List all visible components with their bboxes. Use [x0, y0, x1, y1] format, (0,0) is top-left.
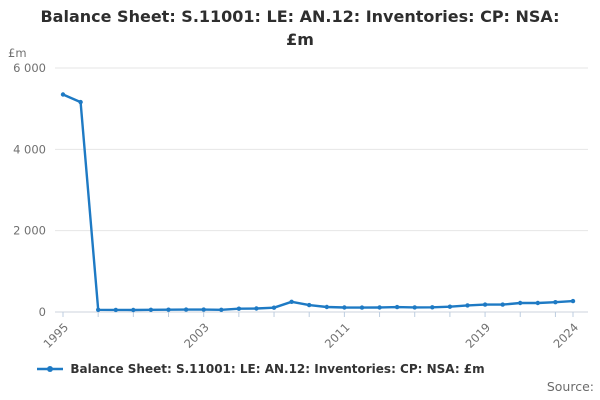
- data-point-marker[interactable]: [201, 307, 206, 312]
- data-point-marker[interactable]: [518, 300, 523, 306]
- x-tick-label: 2011: [322, 320, 353, 351]
- x-tick-label: 2024: [551, 320, 582, 351]
- data-point-marker[interactable]: [553, 300, 558, 305]
- data-point-marker[interactable]: [78, 99, 83, 105]
- data-point-marker[interactable]: [447, 304, 453, 309]
- series-line[interactable]: [61, 93, 575, 312]
- y-axis-unit-label: £m: [8, 46, 27, 60]
- data-point-marker[interactable]: [465, 303, 470, 308]
- data-point-marker[interactable]: [430, 305, 435, 310]
- data-point-marker[interactable]: [500, 302, 505, 307]
- legend[interactable]: Balance Sheet: S.11001: LE: AN.12: Inven…: [0, 362, 600, 376]
- y-tick-label: 4 000: [13, 142, 46, 156]
- data-point-marker[interactable]: [482, 302, 488, 307]
- data-point-marker[interactable]: [166, 307, 171, 312]
- y-tick-label: 0: [39, 305, 46, 319]
- x-tick-label: 2019: [463, 320, 494, 351]
- data-point-marker[interactable]: [148, 307, 154, 312]
- data-point-marker[interactable]: [359, 305, 365, 310]
- data-point-marker[interactable]: [377, 305, 382, 310]
- data-point-marker[interactable]: [570, 298, 576, 304]
- chart-title-line1: Balance Sheet: S.11001: LE: AN.12: Inven…: [40, 7, 560, 26]
- data-point-marker[interactable]: [289, 299, 294, 304]
- legend-label: Balance Sheet: S.11001: LE: AN.12: Inven…: [70, 362, 485, 376]
- chart-title: Balance Sheet: S.11001: LE: AN.12: Inven…: [0, 5, 600, 51]
- data-point-marker[interactable]: [254, 306, 259, 311]
- source-label: Source:: [546, 379, 594, 394]
- data-point-marker[interactable]: [131, 307, 136, 313]
- x-tick-label: 2003: [181, 320, 212, 351]
- data-point-marker[interactable]: [113, 307, 119, 313]
- data-point-marker[interactable]: [412, 305, 417, 310]
- data-point-marker[interactable]: [324, 304, 329, 310]
- data-point-marker[interactable]: [394, 304, 400, 310]
- data-point-marker[interactable]: [535, 300, 540, 306]
- chart-title-line2: £m: [286, 30, 314, 49]
- data-point-marker[interactable]: [183, 307, 189, 312]
- data-point-marker[interactable]: [60, 92, 66, 97]
- data-point-marker[interactable]: [342, 305, 347, 310]
- data-point-marker[interactable]: [307, 302, 312, 308]
- data-point-marker[interactable]: [271, 305, 277, 310]
- y-tick-label: 6 000: [13, 61, 46, 75]
- x-tick-label: 1995: [41, 320, 72, 351]
- data-point-marker[interactable]: [96, 307, 101, 312]
- data-point-marker[interactable]: [219, 307, 224, 312]
- legend-series-marker-icon: [37, 366, 64, 372]
- data-point-marker[interactable]: [236, 306, 242, 311]
- y-tick-label: 2 000: [13, 224, 46, 238]
